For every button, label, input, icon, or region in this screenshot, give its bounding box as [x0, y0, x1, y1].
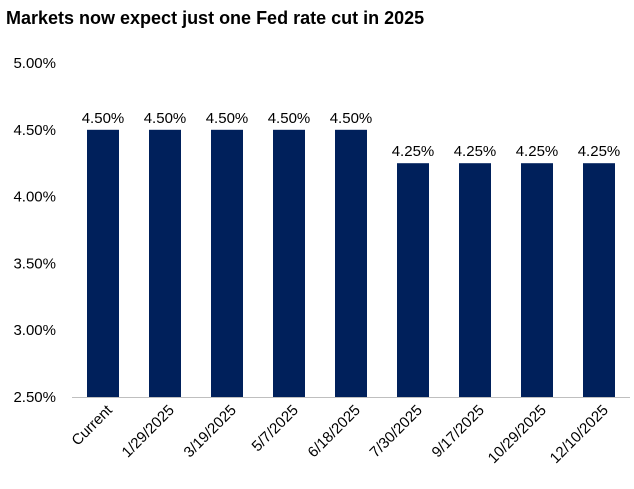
- bar: [273, 129, 305, 398]
- chart-title: Markets now expect just one Fed rate cut…: [6, 8, 425, 28]
- bar: [397, 163, 429, 397]
- data-label: 4.25%: [392, 143, 435, 160]
- y-tick-label: 3.50%: [13, 255, 56, 272]
- bar: [583, 163, 615, 397]
- y-tick-label: 2.50%: [13, 389, 56, 406]
- bar: [211, 129, 243, 398]
- data-label: 4.25%: [578, 143, 621, 160]
- data-label: 4.50%: [268, 110, 311, 127]
- data-label: 4.50%: [330, 110, 373, 127]
- bar: [149, 129, 181, 398]
- y-tick-label: 5.00%: [13, 55, 56, 72]
- y-tick-label: 3.00%: [13, 322, 56, 339]
- data-label: 4.25%: [516, 143, 559, 160]
- bar: [335, 129, 367, 398]
- data-label: 4.50%: [82, 110, 125, 127]
- x-tick-label: 7/30/2025: [367, 402, 426, 461]
- data-label: 4.50%: [144, 110, 187, 127]
- x-tick-label: 10/29/2025: [485, 402, 550, 467]
- x-tick-label: 1/29/2025: [119, 402, 178, 461]
- x-tick-label: 12/10/2025: [547, 402, 612, 467]
- bar: [87, 129, 119, 398]
- data-label: 4.25%: [454, 143, 497, 160]
- x-tick-label: 5/7/2025: [249, 402, 302, 455]
- x-tick-label: 3/19/2025: [181, 402, 240, 461]
- data-labels: 4.50% 4.50% 4.50% 4.50% 4.50% 4.25% 4.25% 4.25%…: [82, 110, 621, 160]
- x-tick-label: Current: [68, 401, 116, 449]
- x-tick-label: 9/17/2025: [429, 402, 488, 461]
- x-axis-labels: Current 1/29/2025 3/19/2025 5/7/2025 6/18/20…: [68, 401, 611, 467]
- bars: [87, 129, 615, 398]
- data-label: 4.50%: [206, 110, 249, 127]
- bar: [459, 163, 491, 397]
- y-tick-label: 4.50%: [13, 122, 56, 139]
- y-tick-label: 4.00%: [13, 189, 56, 206]
- bar: [521, 163, 553, 397]
- y-axis-ticks: 2.50% 3.00% 3.50% 4.00% 4.50% 5.00%: [13, 55, 56, 406]
- x-tick-label: 6/18/2025: [305, 402, 364, 461]
